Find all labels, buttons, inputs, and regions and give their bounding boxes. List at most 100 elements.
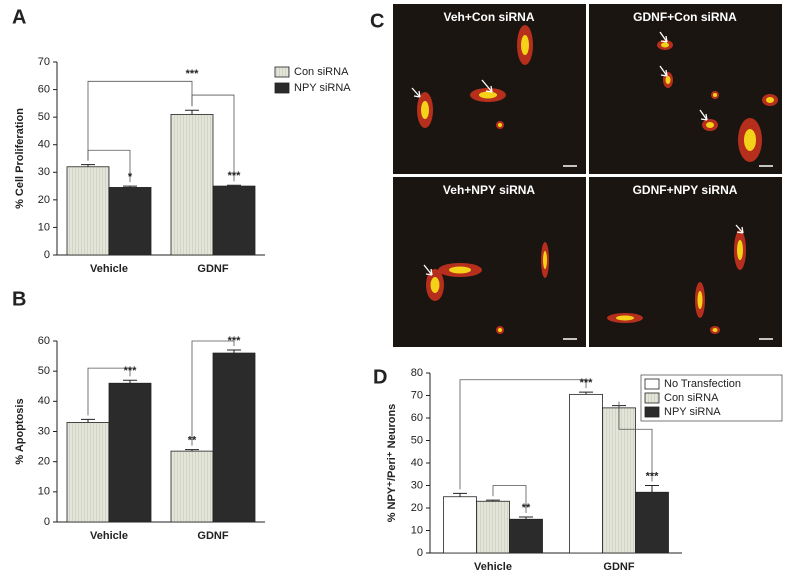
cell-core — [712, 328, 718, 332]
legend-swatch — [644, 378, 660, 390]
y-tick-label: 30 — [38, 425, 50, 437]
image-caption: Veh+NPY siRNA — [443, 183, 535, 197]
significance: ** — [522, 502, 531, 514]
y-tick-label: 20 — [38, 194, 50, 206]
x-tick-label: GDNF — [197, 530, 228, 542]
legend-box — [640, 374, 783, 422]
bar — [602, 407, 636, 554]
bracket — [87, 367, 131, 416]
arrow — [735, 224, 744, 234]
y-tick-label: 0 — [44, 249, 50, 261]
error-bar — [185, 109, 199, 115]
bar — [170, 113, 214, 256]
error-bar — [486, 499, 500, 502]
significance: *** — [124, 365, 138, 377]
bar — [509, 518, 543, 554]
significance: * — [128, 171, 133, 183]
y-tick-label: 50 — [38, 111, 50, 123]
y-tick-label: 20 — [411, 502, 423, 514]
y-tick-label: 40 — [38, 139, 50, 151]
x-tick-label: GDNF — [603, 561, 634, 573]
bracket — [87, 149, 131, 183]
legend-label: No Transfection — [664, 378, 741, 390]
bar — [212, 352, 256, 523]
y-axis-label: % Cell Proliferation — [14, 108, 26, 209]
arrow — [423, 264, 433, 276]
legend-label: NPY siRNA — [664, 406, 721, 418]
bracket — [87, 80, 193, 161]
arrow — [411, 87, 421, 98]
cell-core — [713, 93, 717, 97]
cell-core — [498, 123, 502, 127]
bar — [170, 450, 214, 523]
error-bar — [185, 449, 199, 452]
error-bar — [227, 349, 241, 354]
error-bar — [519, 516, 533, 520]
panel-letter: A — [12, 6, 26, 28]
cell-core — [521, 35, 529, 55]
y-tick-label: 50 — [411, 434, 423, 446]
y-tick-label: 30 — [411, 479, 423, 491]
cell-core — [498, 328, 502, 332]
error-bar — [645, 485, 659, 493]
y-tick-label: 40 — [38, 395, 50, 407]
bar — [66, 422, 110, 523]
y-tick-label: 10 — [38, 486, 50, 498]
error-bar — [123, 185, 137, 188]
cell-core — [665, 76, 671, 84]
legend-swatch — [274, 82, 290, 94]
bar — [569, 393, 603, 554]
significance: *** — [228, 170, 242, 182]
significance: *** — [186, 68, 200, 80]
error-bar — [81, 164, 95, 167]
error-bar — [453, 492, 467, 497]
y-tick-label: 40 — [411, 457, 423, 469]
panel-letter: D — [373, 366, 387, 388]
cell-core — [661, 42, 669, 48]
y-tick-label: 50 — [38, 365, 50, 377]
cell-core — [697, 291, 703, 309]
legend-swatch — [644, 392, 660, 404]
y-tick-label: 0 — [44, 516, 50, 528]
y-tick-label: 0 — [417, 547, 423, 559]
legend-label: Con siRNA — [294, 66, 349, 78]
x-tick-label: Vehicle — [474, 561, 512, 573]
cell-core — [543, 251, 547, 269]
significance: *** — [228, 335, 242, 347]
panel-letter: C — [370, 10, 384, 32]
y-tick-label: 60 — [38, 335, 50, 347]
bracket — [191, 340, 235, 446]
bar — [635, 491, 669, 554]
x-tick-label: GDNF — [197, 263, 228, 275]
significance: *** — [580, 377, 594, 389]
bar — [108, 187, 152, 256]
bracket — [618, 401, 653, 482]
arrow — [659, 31, 668, 43]
cell-core — [706, 122, 714, 128]
bar — [443, 496, 477, 554]
bracket — [459, 379, 587, 490]
y-tick-label: 70 — [38, 56, 50, 68]
bar — [212, 185, 256, 256]
bar — [476, 500, 510, 554]
image-caption: Veh+Con siRNA — [443, 10, 534, 24]
cell-core — [479, 91, 497, 99]
y-tick-label: 80 — [411, 367, 423, 379]
y-tick-label: 70 — [411, 389, 423, 401]
arrow — [659, 65, 668, 77]
y-tick-label: 60 — [38, 83, 50, 95]
cell-core — [766, 97, 774, 103]
y-axis-label: % NPY⁺/Peri⁺ Neurons — [386, 404, 398, 523]
cell-core — [744, 129, 756, 151]
cell-core — [449, 266, 471, 274]
y-tick-label: 10 — [38, 221, 50, 233]
y-tick-label: 30 — [38, 166, 50, 178]
y-tick-label: 60 — [411, 412, 423, 424]
image-caption: GDNF+Con siRNA — [633, 10, 737, 24]
legend-swatch — [644, 406, 660, 418]
x-tick-label: Vehicle — [90, 263, 128, 275]
legend-label: Con siRNA — [664, 392, 719, 404]
micrograph — [393, 177, 586, 347]
error-bar — [81, 418, 95, 423]
